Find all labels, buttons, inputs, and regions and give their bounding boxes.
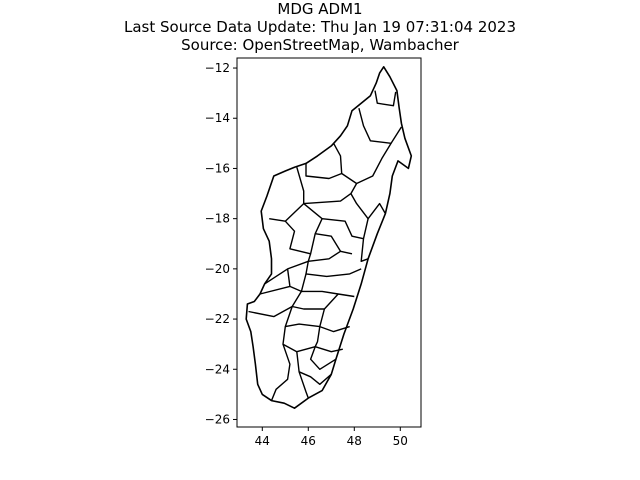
map-features <box>245 66 413 410</box>
y-tick-label: −26 <box>205 412 230 426</box>
region-boundary-27 <box>298 371 309 399</box>
chart-subtitle-source: Source: OpenStreetMap, Wambacher <box>181 36 459 54</box>
chart-title: MDG ADM1 <box>277 0 363 18</box>
region-boundary-12 <box>307 250 341 262</box>
region-boundary-5 <box>296 167 358 205</box>
y-tick-label: −24 <box>205 362 230 376</box>
y-tick-label: −16 <box>205 161 230 175</box>
y-tick-label: −22 <box>205 312 230 326</box>
region-boundary-15 <box>300 273 355 298</box>
region-boundary-7 <box>360 218 369 262</box>
region-boundary-23 <box>314 326 321 347</box>
x-axis: 44 46 48 50 <box>255 427 408 448</box>
region-boundary-8 <box>269 203 305 222</box>
y-tick-label: −14 <box>205 111 230 125</box>
region-boundary-9 <box>284 203 323 255</box>
axes-frame <box>236 57 422 428</box>
region-boundary-1 <box>374 90 397 107</box>
region-boundary-10 <box>322 218 364 240</box>
region-boundary-25 <box>296 351 332 385</box>
chart-subtitle-update: Last Source Data Update: Thu Jan 19 07:3… <box>123 18 517 36</box>
x-tick-label: 50 <box>393 434 408 448</box>
y-tick-label: −12 <box>205 61 230 75</box>
region-boundary-14 <box>305 261 362 278</box>
region-boundary-16 <box>286 268 302 293</box>
region-boundary-21 <box>319 308 326 327</box>
region-boundary-2 <box>358 108 402 145</box>
y-tick-label: −20 <box>205 262 230 276</box>
y-tick-label: −18 <box>205 212 230 226</box>
region-boundary-3 <box>332 142 392 185</box>
region-boundary-18 <box>291 291 339 310</box>
region-boundary-19 <box>248 305 293 318</box>
region-boundary-26 <box>309 346 337 370</box>
x-tick-label: 44 <box>255 434 270 448</box>
country-outline <box>245 66 413 410</box>
y-axis: −12 −14 −16 −18 −20 −22 −24 −26 <box>205 61 237 426</box>
region-boundary-17 <box>259 285 291 295</box>
x-tick-label: 48 <box>347 434 362 448</box>
region-boundary-20 <box>284 306 350 333</box>
region-boundary-24 <box>270 343 291 401</box>
region-boundary-22 <box>282 326 343 353</box>
region-boundary-4 <box>305 163 342 180</box>
title-block: MDG ADM1 Last Source Data Update: Thu Ja… <box>0 0 640 54</box>
region-boundary-11 <box>315 233 353 255</box>
x-tick-label: 46 <box>301 434 316 448</box>
region-boundary-6 <box>350 193 387 220</box>
